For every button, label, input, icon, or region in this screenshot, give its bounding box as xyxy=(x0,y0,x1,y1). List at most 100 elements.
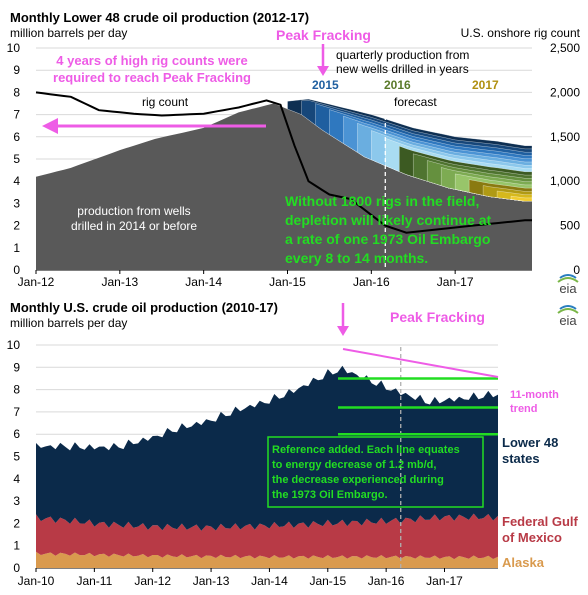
pink-callout-line1: 4 years of high rig counts were xyxy=(56,53,247,68)
peak-fracking-label-top: Peak Fracking xyxy=(276,27,371,43)
top-y-tick-label: 9 xyxy=(13,63,20,77)
bottom-chart-ylabel: million barrels per day xyxy=(10,316,127,330)
bottom-x-tick-label: Jan-12 xyxy=(134,574,171,588)
reference-note-line3: the decrease experienced during xyxy=(272,474,444,486)
bottom-y-tick-label: 3 xyxy=(13,494,20,508)
bottom-x-tick-labels: Jan-10 Jan-11 Jan-12 Jan-13 Jan-14 Jan-15 Jan-… xyxy=(18,568,463,588)
pink-left-arrow xyxy=(42,118,266,134)
bottom-y-tick-label: 10 xyxy=(7,338,21,352)
stacked-area-alaska xyxy=(36,551,498,568)
bottom-chart: Monthly U.S. crude oil production (2010-… xyxy=(7,300,579,588)
bottom-y-tick-label: 8 xyxy=(13,383,20,397)
trend-label-line1: 11-month xyxy=(510,389,559,401)
trend-label-line2: trend xyxy=(510,403,538,415)
bottom-x-tick-label: Jan-14 xyxy=(251,574,288,588)
top-chart: Monthly Lower 48 crude oil production (2… xyxy=(7,10,581,296)
green-callout-line4: every 8 to 14 months. xyxy=(285,250,428,266)
bottom-x-tick-label: Jan-13 xyxy=(193,574,230,588)
bottom-y-tick-label: 6 xyxy=(13,427,20,441)
bottom-y-tick-labels: 0 1 2 3 4 5 6 7 8 9 10 xyxy=(7,338,21,575)
top-y2-tick-label: 2,500 xyxy=(550,41,580,55)
legend-gulf-line2: of Mexico xyxy=(502,530,562,545)
bottom-x-tick-label: Jan-11 xyxy=(76,574,112,588)
green-callout-line2: depletion will likely continue at xyxy=(285,212,491,228)
top-x-tick-label: Jan-13 xyxy=(101,275,138,289)
stacked-area-federal-gulf-of-mexico xyxy=(36,513,498,560)
top-x-tick-label: Jan-16 xyxy=(353,275,390,289)
top-x-tick-label: Jan-17 xyxy=(437,275,474,289)
peak-arrow-bottom xyxy=(337,303,349,336)
top-y-tick-label: 4 xyxy=(13,174,20,188)
top-chart-ylabel-right: U.S. onshore rig count xyxy=(461,26,581,40)
green-callout-line3: a rate of one 1973 Oil Embargo xyxy=(285,231,490,247)
reference-note-line1: Reference added. Each line equates xyxy=(272,444,460,456)
year-2016-label: 2016 xyxy=(384,78,411,92)
top-y-tick-label: 1 xyxy=(13,241,20,255)
peak-fracking-label-bottom: Peak Fracking xyxy=(390,309,485,325)
top-y2-tick-label: 2,000 xyxy=(550,85,580,99)
reference-note-box xyxy=(267,436,484,508)
new-wells-vintage-band xyxy=(510,195,533,202)
bottom-x-tick-label: Jan-16 xyxy=(368,574,405,588)
bottom-y-tick-label: 4 xyxy=(13,472,20,486)
quarterly-label-line2: new wells drilled in years xyxy=(336,62,469,76)
top-y-tick-label: 6 xyxy=(13,130,20,144)
base-production-label-line2: drilled in 2014 or before xyxy=(71,219,197,233)
bottom-y-tick-label: 0 xyxy=(13,561,20,575)
top-y2-tick-label: 1,000 xyxy=(550,174,580,188)
top-x-tick-label: Jan-15 xyxy=(269,275,306,289)
bottom-y-tick-label: 1 xyxy=(13,539,20,553)
base-production-area xyxy=(36,103,532,270)
top-y-tick-label: 2 xyxy=(13,219,20,233)
legend-lower48-line1: Lower 48 xyxy=(502,435,558,450)
reference-note-line4: the 1973 Oil Embargo. xyxy=(272,489,388,501)
top-y2-tick-label: 1,500 xyxy=(550,130,580,144)
eia-logo-text-bottom: eia xyxy=(559,313,577,328)
top-y-tick-labels: 0 1 2 3 4 5 6 7 8 9 10 xyxy=(7,41,21,277)
legend-gulf-line1: Federal Gulf xyxy=(502,514,579,529)
peak-arrow-top xyxy=(317,44,329,76)
top-area-layers xyxy=(36,98,533,270)
green-callout-line1: Without 1800 rigs in the field, xyxy=(285,193,479,209)
top-x-tick-label: Jan-14 xyxy=(185,275,222,289)
bottom-chart-title: Monthly U.S. crude oil production (2010-… xyxy=(10,300,278,315)
rig-count-line xyxy=(35,91,532,234)
bottom-x-tick-label: Jan-17 xyxy=(426,574,463,588)
rig-count-series xyxy=(35,91,532,234)
top-y-tick-label: 8 xyxy=(13,85,20,99)
bottom-x-tick-label: Jan-10 xyxy=(18,574,55,588)
top-x-tick-labels: Jan-12 Jan-13 Jan-14 Jan-15 Jan-16 Jan-17 xyxy=(18,270,474,289)
bottom-x-tick-label: Jan-15 xyxy=(309,574,346,588)
bottom-y-tick-label: 2 xyxy=(13,516,20,530)
forecast-label-top: forecast xyxy=(394,95,437,109)
rig-count-label: rig count xyxy=(142,95,189,109)
top-y-tick-label: 7 xyxy=(13,108,20,122)
reference-lines xyxy=(338,377,498,436)
forecast-label-bottom: forecast xyxy=(410,348,453,362)
year-2015-label: 2015 xyxy=(312,78,339,92)
top-chart-ylabel-left: million barrels per day xyxy=(10,26,127,40)
eia-logo-top: eia xyxy=(557,274,579,296)
eia-logo-text: eia xyxy=(559,281,577,296)
reference-note-line2: to energy decrease of 1.2 mb/d, xyxy=(272,459,436,471)
top-x-tick-label: Jan-12 xyxy=(18,275,55,289)
top-chart-title: Monthly Lower 48 crude oil production (2… xyxy=(10,10,309,25)
legend-lower48-line2: states xyxy=(502,451,540,466)
top-y-tick-label: 5 xyxy=(13,152,20,166)
top-y2-tick-label: 500 xyxy=(560,219,580,233)
year-2017-label: 2017 xyxy=(472,78,499,92)
quarterly-label-line1: quarterly production from xyxy=(336,48,469,62)
top-y-tick-label: 10 xyxy=(7,41,21,55)
top-y-tick-label: 3 xyxy=(13,196,20,210)
bottom-y-tick-label: 5 xyxy=(13,450,20,464)
top-y2-tick-label: 0 xyxy=(573,263,580,277)
eia-logo-bottom: eia xyxy=(557,305,579,328)
bottom-y-tick-label: 7 xyxy=(13,405,20,419)
base-production-label-line1: production from wells xyxy=(77,204,190,218)
top-y2-tick-labels: 0 500 1,000 1,500 2,000 2,500 xyxy=(550,41,580,277)
pink-callout-line2: required to reach Peak Fracking xyxy=(53,70,251,85)
top-y-tick-label: 0 xyxy=(13,263,20,277)
legend-alaska: Alaska xyxy=(502,555,545,570)
bottom-y-tick-label: 9 xyxy=(13,360,20,374)
